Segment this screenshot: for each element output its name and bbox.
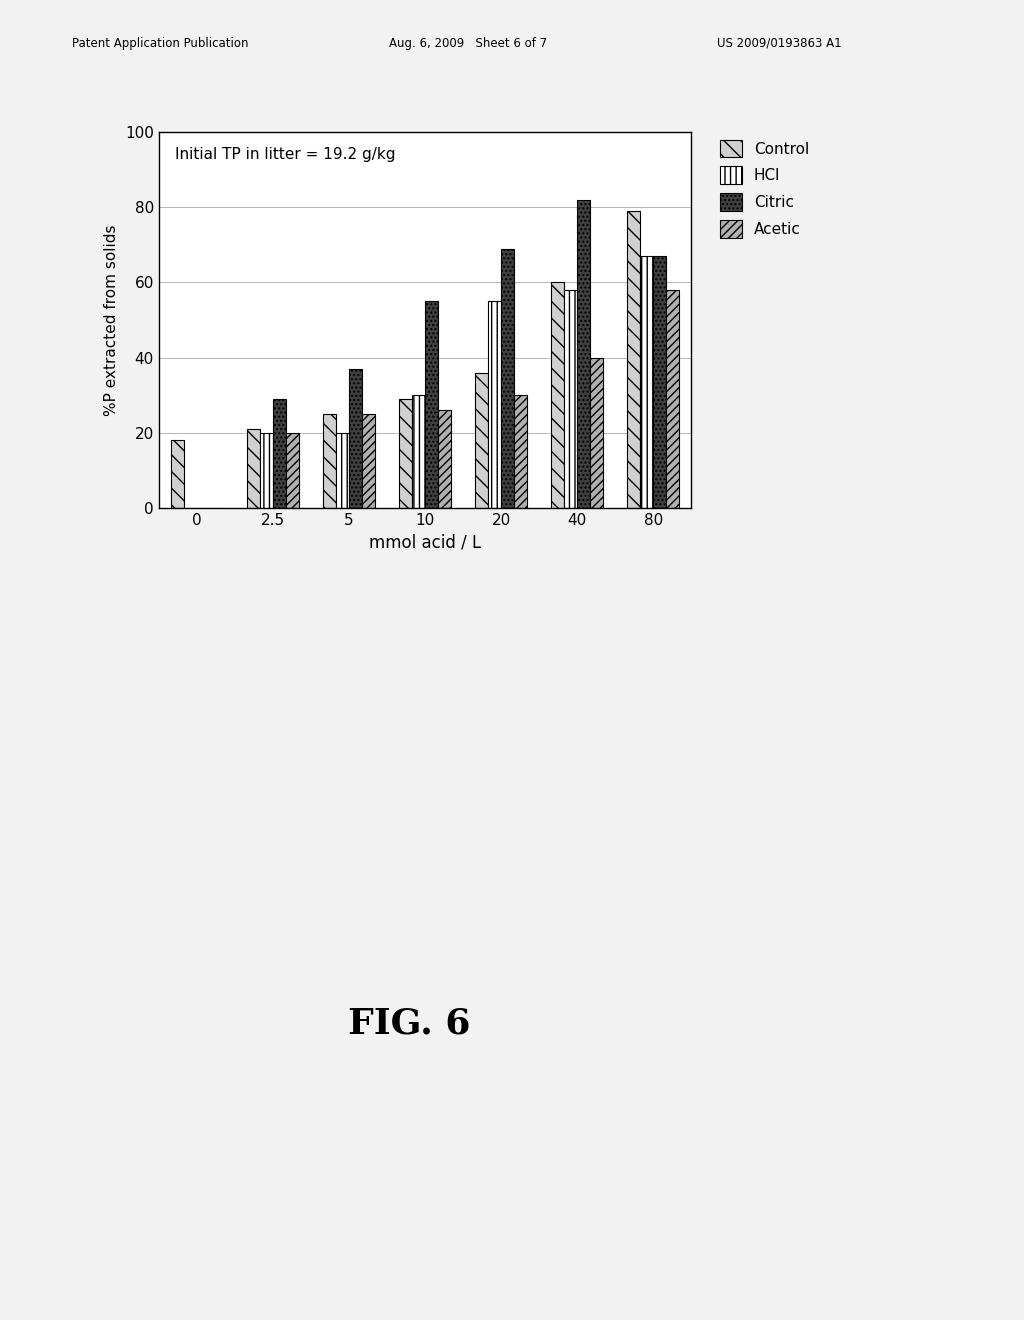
Bar: [399, 399, 412, 508]
Bar: [361, 414, 375, 508]
Text: Aug. 6, 2009   Sheet 6 of 7: Aug. 6, 2009 Sheet 6 of 7: [389, 37, 547, 50]
Text: Initial TP in litter = 19.2 g/kg: Initial TP in litter = 19.2 g/kg: [175, 147, 395, 162]
Y-axis label: %P extracted from solids: %P extracted from solids: [104, 224, 120, 416]
Bar: [501, 248, 514, 508]
Bar: [640, 256, 653, 508]
Bar: [247, 429, 260, 508]
Bar: [425, 301, 438, 508]
Legend: Control, HCl, Citric, Acetic: Control, HCl, Citric, Acetic: [720, 140, 809, 238]
Bar: [564, 290, 578, 508]
Bar: [412, 396, 425, 508]
Bar: [551, 282, 564, 508]
Bar: [349, 370, 361, 508]
Bar: [438, 411, 451, 508]
Bar: [488, 301, 501, 508]
Text: FIG. 6: FIG. 6: [348, 1006, 471, 1040]
Bar: [336, 433, 349, 508]
Bar: [286, 433, 299, 508]
Bar: [628, 211, 640, 508]
Bar: [260, 433, 272, 508]
Bar: [590, 358, 603, 508]
X-axis label: mmol acid / L: mmol acid / L: [369, 533, 481, 552]
Bar: [475, 372, 488, 508]
Bar: [171, 441, 184, 508]
Bar: [578, 199, 590, 508]
Text: Patent Application Publication: Patent Application Publication: [72, 37, 248, 50]
Text: US 2009/0193863 A1: US 2009/0193863 A1: [717, 37, 842, 50]
Bar: [272, 399, 286, 508]
Bar: [514, 396, 527, 508]
Bar: [323, 414, 336, 508]
Bar: [666, 290, 679, 508]
Bar: [653, 256, 666, 508]
